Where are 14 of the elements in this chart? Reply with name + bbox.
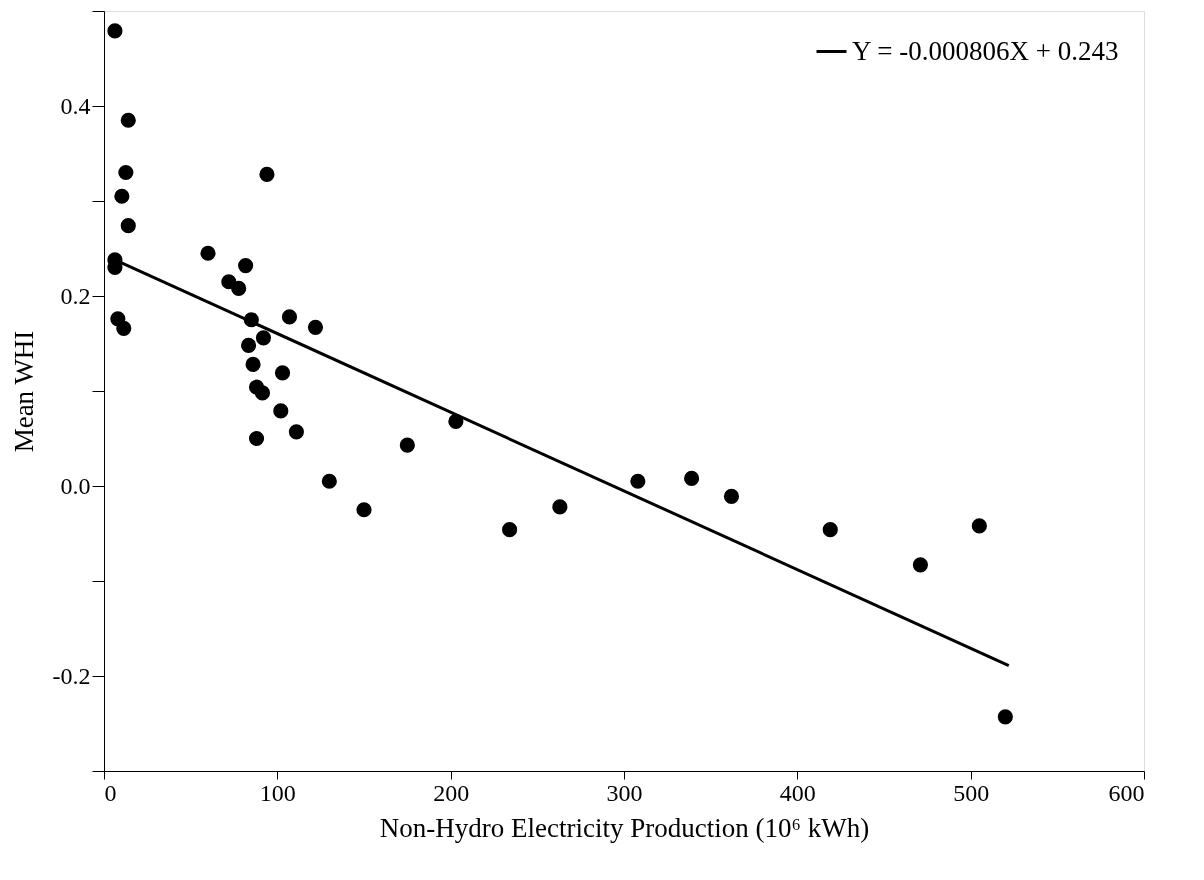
- y-tick-label: 0.4: [60, 92, 91, 119]
- x-tick-label: 300: [606, 779, 643, 806]
- x-tick-label: 100: [259, 779, 296, 806]
- x-tick-label: 200: [433, 779, 470, 806]
- x-tick-label: 0: [104, 779, 117, 806]
- x-tick-label: 400: [779, 779, 816, 806]
- y-tick-label: 0.0: [60, 472, 91, 499]
- x-tick-label: 500: [953, 779, 990, 806]
- y-tick-label: 0.2: [60, 282, 91, 309]
- x-tick-label: 600: [1108, 779, 1145, 806]
- x-axis-title: Non-Hydro Electricity Production (10⁶ kWh): [379, 812, 870, 843]
- legend-label: Y = -0.000806X + 0.243: [852, 35, 1119, 66]
- y-axis-title: Mean WHI: [8, 330, 39, 453]
- y-tick-label: -0.2: [52, 662, 91, 689]
